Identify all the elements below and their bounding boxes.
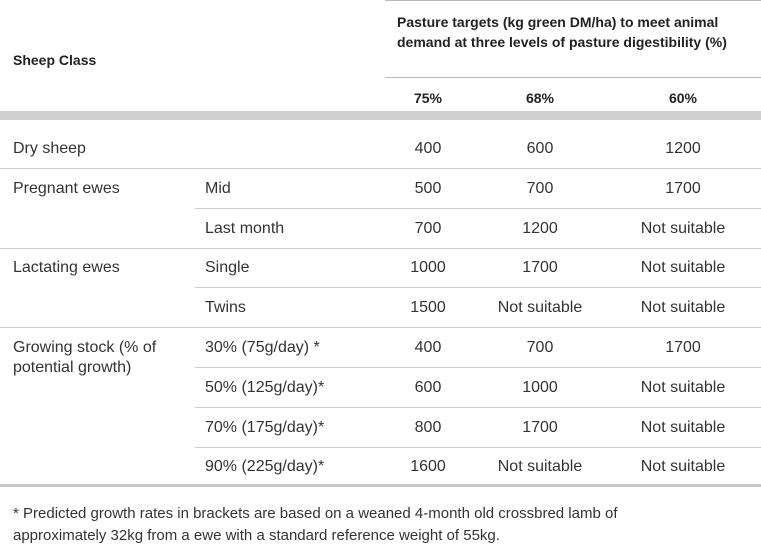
target-value: 400	[414, 140, 442, 157]
sub-class: Twins	[205, 299, 246, 317]
target-value: 600	[414, 378, 442, 396]
target-value: 700	[526, 339, 554, 356]
target-value: 1500	[410, 299, 446, 317]
row-rule	[195, 207, 761, 209]
sub-class: Single	[205, 259, 250, 277]
target-value: Not suitable	[640, 418, 726, 436]
level-header: 68%	[525, 90, 555, 106]
table-bottom-rule	[0, 484, 761, 487]
level-header: 75%	[413, 90, 443, 106]
target-value: 1700	[522, 259, 558, 277]
target-value: 600	[526, 140, 554, 157]
header-band	[0, 111, 761, 120]
sub-class: 30% (75g/day) *	[205, 339, 320, 356]
target-value: Not suitable	[497, 299, 583, 317]
sub-class: 50% (125g/day)*	[205, 378, 325, 396]
pasture-targets-header: Pasture targets (kg green DM/ha) to meet…	[397, 14, 727, 50]
target-value: 1700	[665, 339, 701, 356]
row-rule	[0, 247, 761, 249]
sub-class: Last month	[205, 219, 285, 237]
target-value: 1600	[410, 458, 446, 476]
target-value: 700	[526, 179, 554, 197]
sub-class: Mid	[205, 179, 231, 197]
target-value: 500	[414, 179, 442, 197]
target-value: 1700	[522, 418, 558, 436]
target-value: 400	[414, 339, 442, 356]
target-value: 1200	[522, 219, 558, 237]
target-value: 1700	[665, 179, 701, 197]
row-rule	[195, 406, 761, 408]
row-rule	[195, 446, 761, 448]
sheep-class-header: Sheep Class	[13, 52, 97, 68]
target-value: Not suitable	[640, 219, 726, 237]
sheep-class: Lactating ewes	[13, 259, 120, 277]
target-value: 1200	[665, 140, 701, 157]
target-value: Not suitable	[640, 259, 726, 277]
level-header: 60%	[668, 90, 698, 106]
target-value: Not suitable	[640, 378, 726, 396]
header-rule	[385, 77, 761, 78]
target-value: 800	[414, 418, 442, 436]
target-value: 1000	[522, 378, 558, 396]
target-value: 700	[414, 219, 442, 237]
target-value: Not suitable	[640, 458, 726, 476]
target-value: Not suitable	[497, 458, 583, 476]
row-rule	[195, 367, 761, 368]
footnote: * Predicted growth rates in brackets are…	[13, 505, 618, 544]
sheep-class: Dry sheep	[13, 140, 86, 157]
sheep-class: Growing stock (% of potential growth)	[13, 339, 157, 376]
sheep-class: Pregnant ewes	[13, 179, 120, 197]
row-rule	[195, 287, 761, 289]
header-rule	[385, 0, 761, 1]
target-value: Not suitable	[640, 299, 726, 317]
sub-class: 70% (175g/day)*	[205, 418, 325, 436]
row-rule	[0, 168, 761, 169]
sub-class: 90% (225g/day)*	[205, 458, 325, 476]
target-value: 1000	[410, 259, 446, 277]
row-rule	[0, 327, 761, 329]
